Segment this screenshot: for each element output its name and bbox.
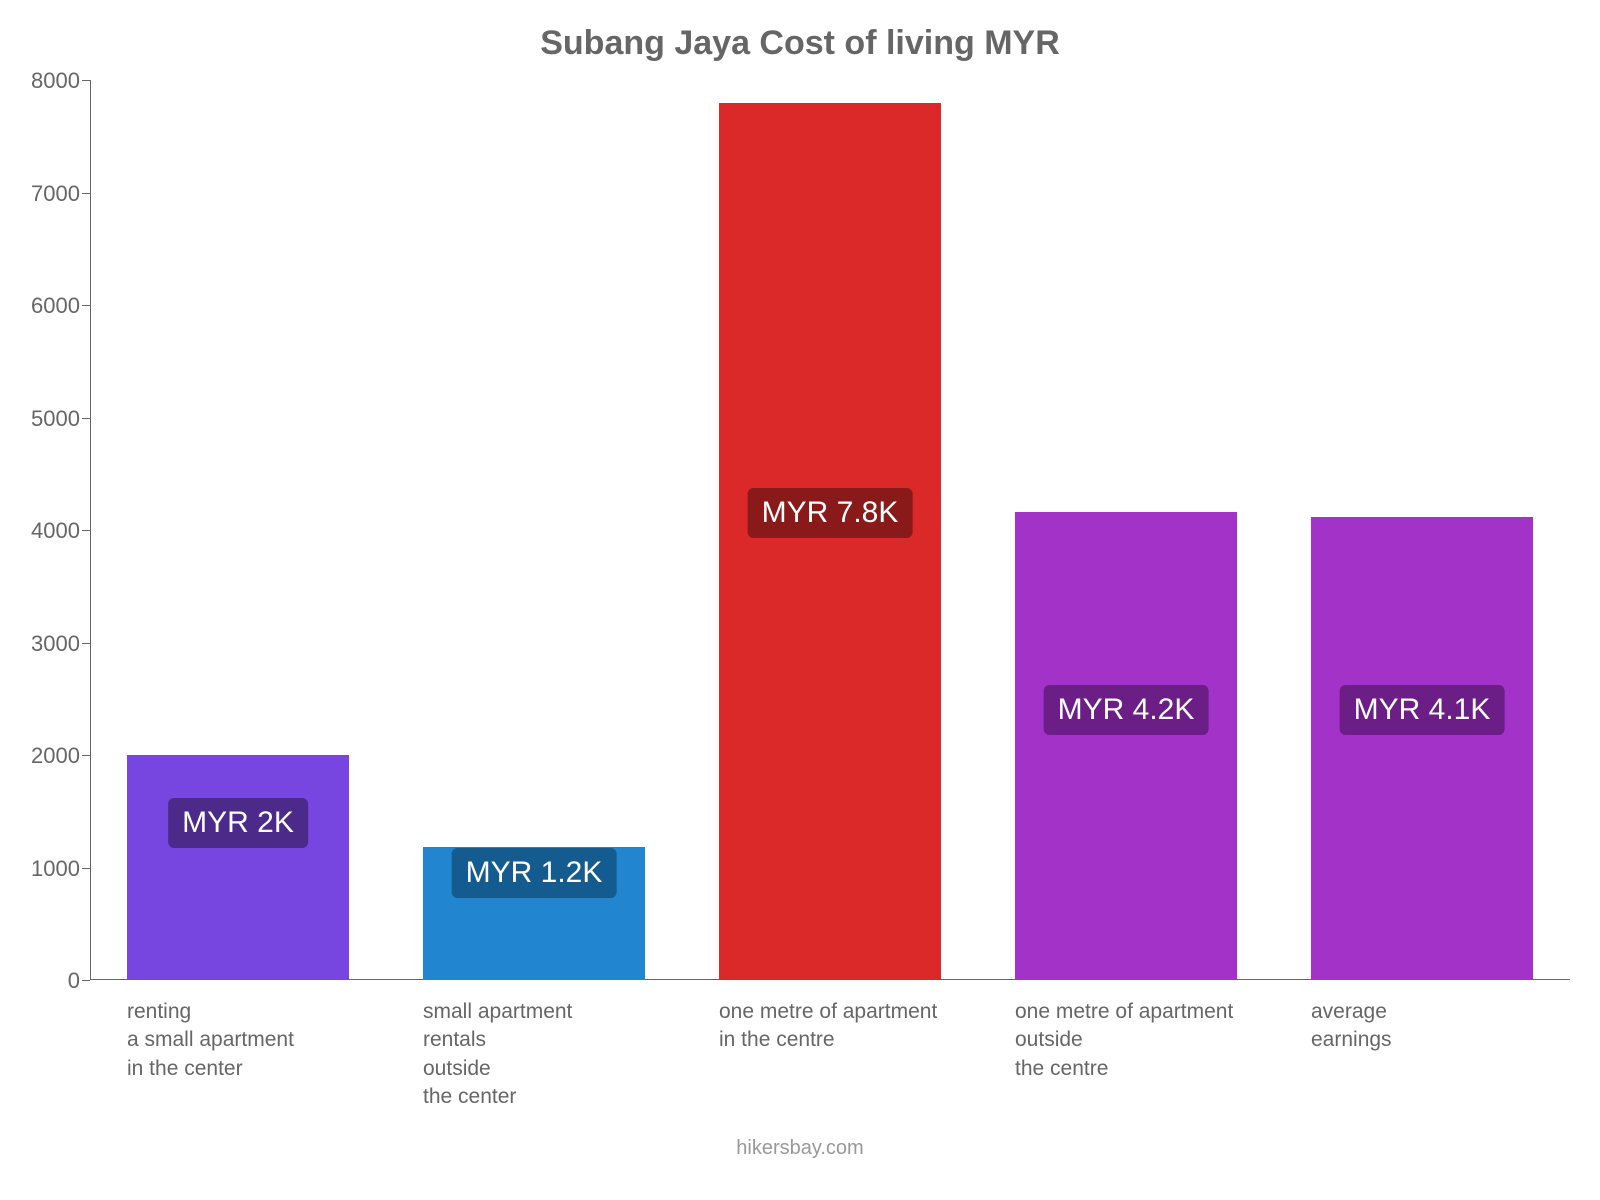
ytick-label: 1000 bbox=[10, 856, 80, 882]
ytick-label: 4000 bbox=[10, 518, 80, 544]
chart-title: Subang Jaya Cost of living MYR bbox=[0, 24, 1600, 63]
y-axis-line bbox=[90, 80, 91, 980]
ytick-mark bbox=[82, 755, 90, 756]
x-axis-label: one metre of apartment in the centre bbox=[719, 998, 937, 1055]
chart-container: Subang Jaya Cost of living MYR MYR 2KMYR… bbox=[0, 0, 1600, 1200]
bar bbox=[1015, 512, 1237, 980]
ytick-label: 2000 bbox=[10, 743, 80, 769]
ytick-mark bbox=[82, 418, 90, 419]
value-badge: MYR 7.8K bbox=[748, 488, 913, 538]
bar bbox=[719, 103, 941, 981]
x-axis-label: renting a small apartment in the center bbox=[127, 998, 294, 1083]
ytick-mark bbox=[82, 980, 90, 981]
value-badge: MYR 2K bbox=[168, 798, 308, 848]
ytick-label: 0 bbox=[10, 968, 80, 994]
ytick-label: 8000 bbox=[10, 68, 80, 94]
ytick-mark bbox=[82, 80, 90, 81]
ytick-mark bbox=[82, 193, 90, 194]
ytick-mark bbox=[82, 305, 90, 306]
ytick-mark bbox=[82, 643, 90, 644]
ytick-label: 3000 bbox=[10, 631, 80, 657]
x-axis-label: average earnings bbox=[1311, 998, 1392, 1055]
ytick-mark bbox=[82, 530, 90, 531]
x-axis-label: one metre of apartment outside the centr… bbox=[1015, 998, 1233, 1083]
bar bbox=[127, 755, 349, 980]
value-badge: MYR 4.1K bbox=[1340, 685, 1505, 735]
value-badge: MYR 1.2K bbox=[452, 848, 617, 898]
x-axis-label: small apartment rentals outside the cent… bbox=[423, 998, 572, 1111]
ytick-mark bbox=[82, 868, 90, 869]
value-badge: MYR 4.2K bbox=[1044, 685, 1209, 735]
ytick-label: 5000 bbox=[10, 406, 80, 432]
ytick-label: 6000 bbox=[10, 293, 80, 319]
plot-area: MYR 2K MYR 1.2K MYR 7.8K MYR 4.2K MYR 4.1K bbox=[90, 80, 1570, 980]
attribution-text: hikersbay.com bbox=[0, 1137, 1600, 1160]
ytick-label: 7000 bbox=[10, 181, 80, 207]
bar bbox=[1311, 517, 1533, 981]
